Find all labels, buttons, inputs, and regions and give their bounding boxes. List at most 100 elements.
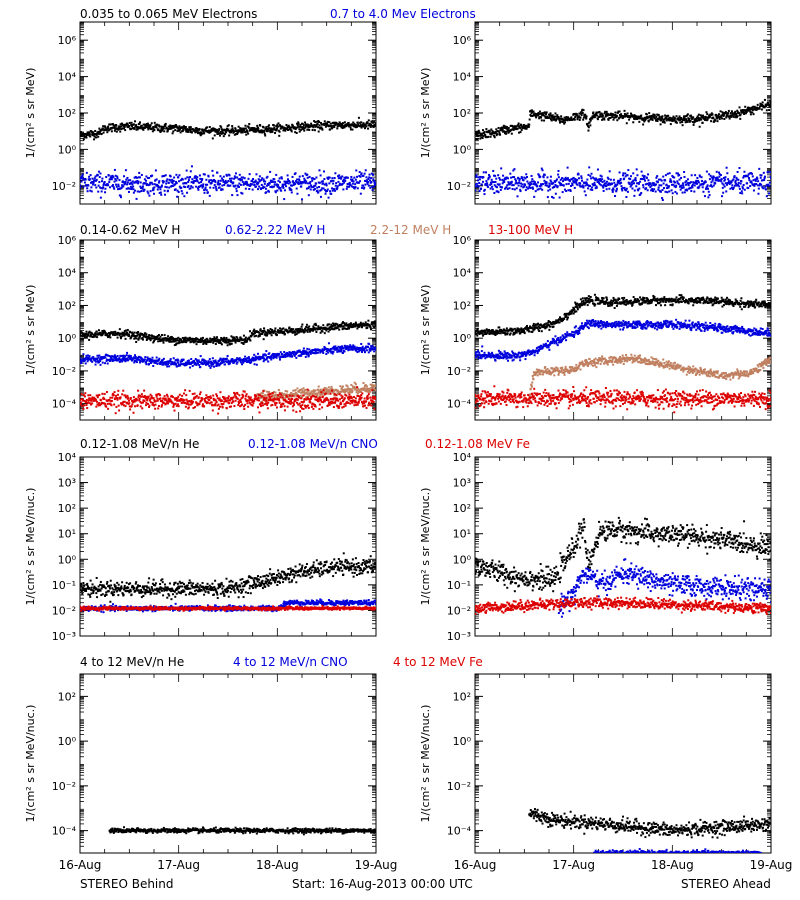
data-point [214, 359, 217, 362]
data-point [346, 185, 349, 188]
data-point [81, 173, 84, 176]
data-point [219, 182, 222, 185]
data-point [519, 190, 522, 193]
data-point [672, 176, 675, 179]
data-point [370, 123, 373, 126]
data-point [570, 184, 573, 187]
data-point [100, 190, 103, 193]
data-point [524, 189, 527, 192]
data-point [613, 185, 616, 188]
data-point [80, 180, 83, 183]
data-point [621, 187, 624, 190]
data-point [687, 117, 690, 120]
data-point [95, 330, 98, 333]
data-point [513, 176, 516, 179]
data-point [173, 340, 176, 343]
legend-he-low: 0.12-1.08 MeV/n He [80, 437, 199, 451]
data-point [332, 121, 335, 124]
data-point [299, 125, 302, 128]
data-point [721, 195, 724, 198]
data-point [208, 358, 211, 361]
data-point [89, 333, 92, 336]
data-point [675, 192, 678, 195]
data-point [107, 174, 110, 177]
data-point [147, 128, 150, 131]
data-point [369, 125, 372, 128]
data-point [227, 340, 230, 343]
data-point [526, 126, 529, 129]
data-point [163, 174, 166, 177]
data-points [475, 98, 771, 201]
data-point [546, 184, 549, 187]
data-point [307, 187, 310, 190]
data-point [596, 118, 599, 121]
data-point [589, 124, 592, 127]
data-point [475, 132, 478, 135]
data-point [178, 125, 181, 128]
data-point [124, 169, 127, 172]
data-point [502, 130, 505, 133]
data-point [707, 196, 710, 199]
data-point [500, 129, 503, 132]
data-point [526, 180, 529, 183]
data-point [656, 181, 659, 184]
data-point [81, 175, 84, 178]
data-point [510, 176, 513, 179]
data-point [317, 191, 320, 194]
data-point [679, 185, 682, 188]
data-point [287, 330, 290, 333]
data-point [678, 115, 681, 118]
data-point [754, 106, 757, 109]
data-point [297, 121, 300, 124]
data-point [119, 123, 122, 126]
data-point [336, 125, 339, 128]
data-point [113, 187, 116, 190]
data-point [730, 110, 733, 113]
data-point [711, 177, 714, 180]
data-point [688, 187, 691, 190]
data-point [88, 131, 91, 134]
data-point [153, 186, 156, 189]
data-point [755, 183, 758, 186]
data-point [80, 334, 83, 337]
data-point [240, 191, 243, 194]
data-point [601, 118, 604, 121]
data-point [722, 191, 725, 194]
data-point [339, 122, 342, 125]
data-point [296, 178, 299, 181]
data-point [226, 338, 229, 341]
data-point [480, 187, 483, 190]
data-point [114, 127, 117, 130]
data-point [129, 358, 132, 361]
data-point [160, 334, 163, 337]
data-point [356, 327, 359, 330]
data-point [599, 174, 602, 177]
data-point [590, 186, 593, 189]
data-point [168, 125, 171, 128]
data-point [167, 189, 170, 192]
data-point [511, 184, 514, 187]
data-point [632, 172, 635, 175]
data-point [743, 188, 746, 191]
data-point [286, 174, 289, 177]
data-point [208, 194, 211, 197]
data-point [584, 194, 587, 197]
data-point [258, 333, 261, 336]
data-point [198, 132, 201, 135]
legend-protons-3: 2.2-12 MeV H [370, 223, 451, 237]
data-point [318, 120, 321, 123]
data-point [481, 137, 484, 140]
data-point [741, 109, 744, 112]
data-point [173, 125, 176, 128]
data-point [327, 328, 330, 331]
data-point [112, 176, 115, 179]
data-point [203, 173, 206, 176]
data-point [522, 125, 525, 128]
data-point [204, 363, 207, 366]
data-point [126, 181, 129, 184]
data-point [212, 340, 215, 343]
data-point [314, 328, 317, 331]
data-point [305, 180, 308, 183]
data-point [553, 186, 556, 189]
data-point [264, 134, 267, 137]
